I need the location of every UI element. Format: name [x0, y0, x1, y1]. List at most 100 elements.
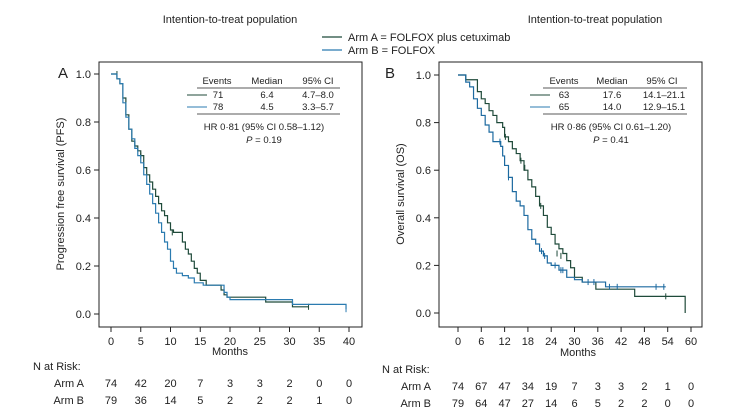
risk-count-arm-b: 5 — [197, 395, 203, 407]
panel-a: A Progression free survival (PFS) 0.0 0.2… — [33, 61, 363, 407]
stats-header-median: Median — [251, 76, 282, 87]
risk-count-arm-a: 34 — [522, 381, 534, 393]
risk-count-arm-a: 2 — [641, 381, 647, 393]
panel-a-x-tick-label: 20 — [224, 336, 236, 348]
stats-events-arm-b: 65 — [559, 102, 570, 113]
panel-b-label: B — [385, 65, 395, 82]
panel-b-x-tick-label: 42 — [615, 336, 627, 348]
stats-median-arm-b: 4.5 — [260, 102, 273, 113]
panel-a-x-tick-label: 10 — [164, 336, 176, 348]
panel-b-x-tick-label: 36 — [592, 336, 604, 348]
panel-a-y-tick-label: 1.0 — [76, 69, 91, 81]
panel-b-stats-table: Events Median 95% CI 63 17.6 14.1–21.1 6… — [530, 76, 687, 146]
risk-count-arm-a: 19 — [545, 381, 557, 393]
panel-b-y-tick-label: 0.0 — [416, 308, 431, 320]
panel-b-x-tick-label: 0 — [455, 336, 461, 348]
panel-b-y-tick-label: 0.2 — [416, 260, 431, 272]
risk-count-arm-b: 5 — [595, 398, 601, 410]
panel-a-risk-table: N at Risk: Arm A Arm B 74 42 20 7 3 3 2 0 079 36 1… — [33, 361, 352, 407]
risk-count-arm-b: 6 — [571, 398, 577, 410]
stats-header-median: Median — [596, 76, 627, 87]
panel-b-risk-table: N at Risk: Arm A Arm B 74 67 47 34 19 7 3 3 2 1 0 7… — [382, 364, 694, 410]
risk-row-label-arm-b: Arm B — [53, 395, 84, 407]
risk-row-label-arm-a: Arm A — [401, 381, 432, 393]
panel-b-y-tick-label: 0.4 — [416, 213, 431, 225]
risk-count-arm-a: 7 — [197, 378, 203, 390]
risk-table-title: N at Risk: — [382, 364, 430, 376]
legend-label-arm-b: Arm B = FOLFOX — [348, 45, 436, 57]
panel-a-y-axis-label: Progression free survival (PFS) — [55, 118, 67, 271]
risk-count-arm-b: 14 — [545, 398, 557, 410]
risk-count-arm-a: 1 — [665, 381, 671, 393]
risk-count-arm-a: 7 — [571, 381, 577, 393]
stats-ci-arm-b: 12.9–15.1 — [643, 102, 685, 113]
stats-p-value: P = 0.19 — [246, 135, 282, 146]
risk-row-label-arm-a: Arm A — [54, 378, 85, 390]
risk-count-arm-a: 47 — [498, 381, 510, 393]
stats-p-number: = 0.41 — [600, 135, 629, 146]
stats-median-arm-b: 14.0 — [603, 102, 622, 113]
legend: Arm A = FOLFOX plus cetuximab Arm B = FO… — [322, 32, 510, 57]
panel-a-x-axis-label: Months — [212, 346, 249, 358]
risk-count-arm-a: 67 — [475, 381, 487, 393]
risk-count-arm-b: 14 — [164, 395, 176, 407]
risk-count-arm-b: 27 — [522, 398, 534, 410]
risk-count-arm-b: 2 — [286, 395, 292, 407]
panel-b-y-tick-label: 0.6 — [416, 165, 431, 177]
panel-b-x-tick-label: 18 — [522, 336, 534, 348]
risk-count-arm-b: 2 — [227, 395, 233, 407]
panel-a-x-tick-label: 40 — [343, 336, 355, 348]
stats-p-number: = 0.19 — [253, 135, 282, 146]
panel-a-y-tick-label: 0.4 — [76, 213, 91, 225]
panel-b: B Overall survival (OS) 0.0 0.2 0.4 0.6 0.8 1… — [382, 61, 703, 410]
risk-row-label-arm-b: Arm B — [400, 398, 431, 410]
panel-b-x-tick-label: 30 — [568, 336, 580, 348]
panel-b-y-tick-label: 1.0 — [416, 70, 431, 82]
stats-median-arm-a: 6.4 — [260, 90, 273, 101]
panel-b-y-tick-label: 0.8 — [416, 118, 431, 130]
panel-b-title: Intention-to-treat population — [528, 14, 663, 26]
risk-count-arm-b: 2 — [641, 398, 647, 410]
stats-p-value: P = 0.41 — [593, 135, 629, 146]
panel-b-x-tick-label: 12 — [498, 336, 510, 348]
stats-events-arm-a: 71 — [213, 90, 224, 101]
risk-count-arm-a: 20 — [164, 378, 176, 390]
panel-a-x-tick-label: 5 — [138, 336, 144, 348]
risk-count-arm-a: 3 — [227, 378, 233, 390]
stats-header-events: Events — [202, 76, 231, 87]
panel-a-x-tick-label: 30 — [283, 336, 295, 348]
stats-ci-arm-b: 3.3–5.7 — [302, 102, 334, 113]
risk-count-arm-b: 2 — [618, 398, 624, 410]
panel-a-y-tick-label: 0.6 — [76, 165, 91, 177]
stats-p-label: P — [246, 135, 253, 146]
stats-header-ci: 95% CI — [302, 76, 333, 87]
risk-count-arm-a: 74 — [452, 381, 464, 393]
panel-a-title: Intention-to-treat population — [163, 14, 298, 26]
panel-a-x-tick-label: 0 — [108, 336, 114, 348]
panel-a-curve-arm-b — [111, 73, 347, 310]
stats-hazard-ratio: HR 0·81 (95% CI 0.58–1.12) — [204, 122, 324, 133]
risk-count-arm-a: 3 — [595, 381, 601, 393]
risk-count-arm-a: 3 — [618, 381, 624, 393]
panel-a-x-tick-label: 35 — [313, 336, 325, 348]
risk-count-arm-b: 64 — [475, 398, 487, 410]
risk-count-arm-b: 47 — [498, 398, 510, 410]
panel-b-x-axis-label: Months — [560, 347, 597, 359]
risk-count-arm-a: 0 — [346, 378, 352, 390]
stats-events-arm-b: 78 — [213, 102, 224, 113]
panel-b-x-tick-label: 54 — [662, 336, 674, 348]
panel-a-label: A — [58, 65, 68, 82]
panel-b-curve-arm-b — [458, 74, 666, 288]
stats-events-arm-a: 63 — [559, 90, 570, 101]
risk-count-arm-a: 74 — [105, 378, 117, 390]
risk-count-arm-a: 0 — [316, 378, 322, 390]
panel-a-x-tick-label: 15 — [194, 336, 206, 348]
risk-count-arm-b: 2 — [257, 395, 263, 407]
risk-count-arm-b: 0 — [346, 395, 352, 407]
risk-count-arm-a: 3 — [257, 378, 263, 390]
panel-b-plot-frame — [438, 61, 703, 328]
stats-header-ci: 95% CI — [646, 76, 677, 87]
stats-median-arm-a: 17.6 — [603, 90, 622, 101]
stats-hazard-ratio: HR 0·86 (95% CI 0.61–1.20) — [551, 122, 671, 133]
panel-a-curve-arm-a — [111, 73, 309, 308]
